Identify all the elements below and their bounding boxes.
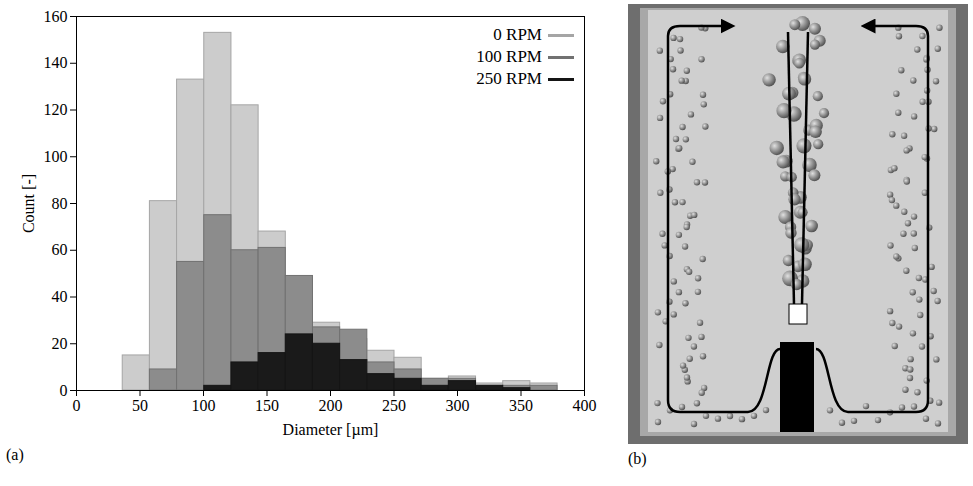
svg-text:0: 0	[60, 382, 68, 399]
svg-text:300: 300	[446, 397, 470, 414]
svg-text:400: 400	[573, 397, 597, 414]
svg-text:0: 0	[73, 397, 81, 414]
svg-text:Diameter [µm]: Diameter [µm]	[283, 421, 379, 439]
html-text:250 RPM: 250 RPM	[476, 69, 542, 88]
svg-text:60: 60	[52, 241, 68, 258]
html-text:100 RPM: 100 RPM	[476, 47, 542, 66]
html-text:0 RPM: 0 RPM	[493, 25, 542, 44]
svg-text:120: 120	[44, 101, 68, 118]
svg-text:100: 100	[44, 148, 68, 165]
svg-text:150: 150	[255, 397, 279, 414]
svg-text:200: 200	[319, 397, 343, 414]
svg-text:50: 50	[132, 397, 148, 414]
svg-text:160: 160	[44, 8, 68, 25]
html-text:(a): (a)	[6, 446, 24, 463]
svg-text:350: 350	[509, 397, 533, 414]
svg-text:Count [-]: Count [-]	[20, 174, 37, 233]
svg-text:20: 20	[52, 335, 68, 352]
svg-text:80: 80	[52, 195, 68, 212]
svg-text:40: 40	[52, 288, 68, 305]
svg-text:250: 250	[382, 397, 406, 414]
svg-text:140: 140	[44, 54, 68, 71]
svg-text:100: 100	[192, 397, 216, 414]
html-text:(b): (b)	[628, 450, 647, 467]
